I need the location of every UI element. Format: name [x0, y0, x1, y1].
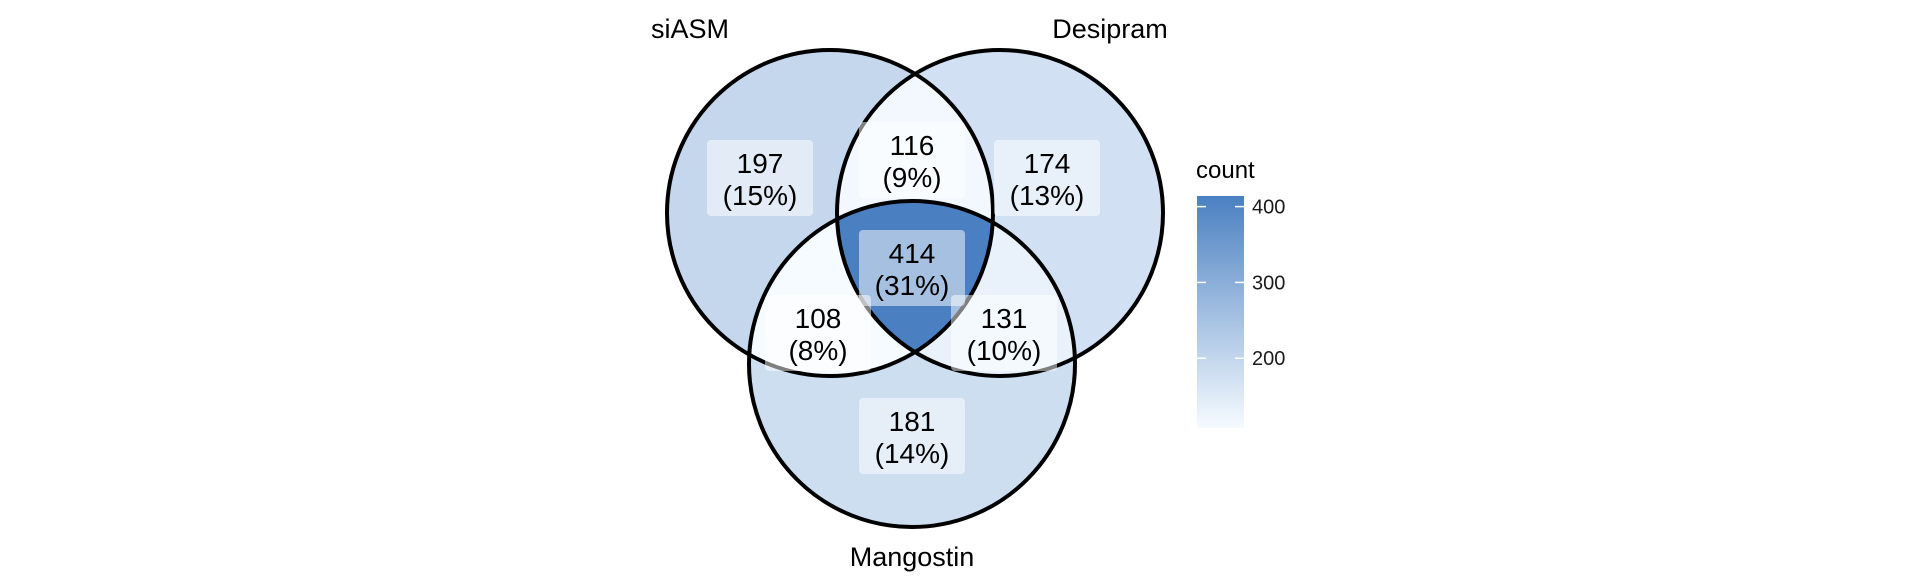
region-siasm-label-box — [707, 140, 813, 216]
region-mangostin-label-box — [859, 398, 965, 474]
circle-desipram — [835, 48, 1165, 378]
region-desipram-percent: (13%) — [1010, 180, 1085, 211]
set-label-mangostin: Mangostin — [850, 542, 975, 572]
legend: count 200 300 400 — [1196, 157, 1285, 428]
region-siasm-desipram-mangostin-count: 414 — [889, 238, 936, 269]
region-siasm-percent: (15%) — [723, 180, 798, 211]
region-siasm-desipram-percent: (9%) — [882, 162, 941, 193]
region-desipram-mangostin-percent: (10%) — [967, 335, 1042, 366]
region-siasm-mangostin-label-box — [765, 295, 871, 371]
region-desipram-count: 174 — [1024, 148, 1071, 179]
region-siasm-label: 197(15%) — [707, 140, 813, 216]
region-desipram-mangostin-count: 131 — [981, 303, 1028, 334]
region-siasm-desipram-mangostin-label-box — [859, 230, 965, 306]
circle-mangostin — [747, 199, 1077, 529]
region-mangostin-count: 181 — [889, 406, 936, 437]
set-label-desipram: Desipram — [1052, 14, 1168, 44]
region-siasm-mangostin-count: 108 — [795, 303, 842, 334]
region-siasm-desipram-label-box — [859, 122, 965, 198]
legend-tick-400: 400 — [1252, 197, 1285, 219]
region-labels: 197(15%) 174(13%) 181(14%) 116(9%) 108(8%) 13… — [707, 122, 1100, 474]
set-label-siasm: siASM — [651, 14, 729, 44]
legend-colorbar — [1197, 196, 1244, 428]
region-siasm-desipram-mangostin-label: 414(31%) — [859, 230, 965, 306]
region-mangostin-percent: (14%) — [875, 438, 950, 469]
circle-siasm — [665, 48, 995, 378]
region-mangostin-label: 181(14%) — [859, 398, 965, 474]
legend-title: count — [1196, 157, 1255, 184]
region-siasm-desipram-label: 116(9%) — [859, 122, 965, 198]
region-siasm-desipram-mangostin-percent: (31%) — [875, 270, 950, 301]
region-siasm-mangostin-label: 108(8%) — [765, 295, 871, 371]
legend-tick-300: 300 — [1252, 272, 1285, 294]
region-desipram-mangostin-label-box — [951, 295, 1057, 371]
region-desipram-mangostin-label: 131(10%) — [951, 295, 1057, 371]
region-desipram-label-box — [994, 140, 1100, 216]
region-siasm-mangostin-percent: (8%) — [788, 335, 847, 366]
region-siasm-count: 197 — [737, 148, 784, 179]
region-siasm-desipram-count: 116 — [890, 130, 935, 161]
region-desipram-label: 174(13%) — [994, 140, 1100, 216]
legend-tick-200: 200 — [1252, 348, 1285, 370]
